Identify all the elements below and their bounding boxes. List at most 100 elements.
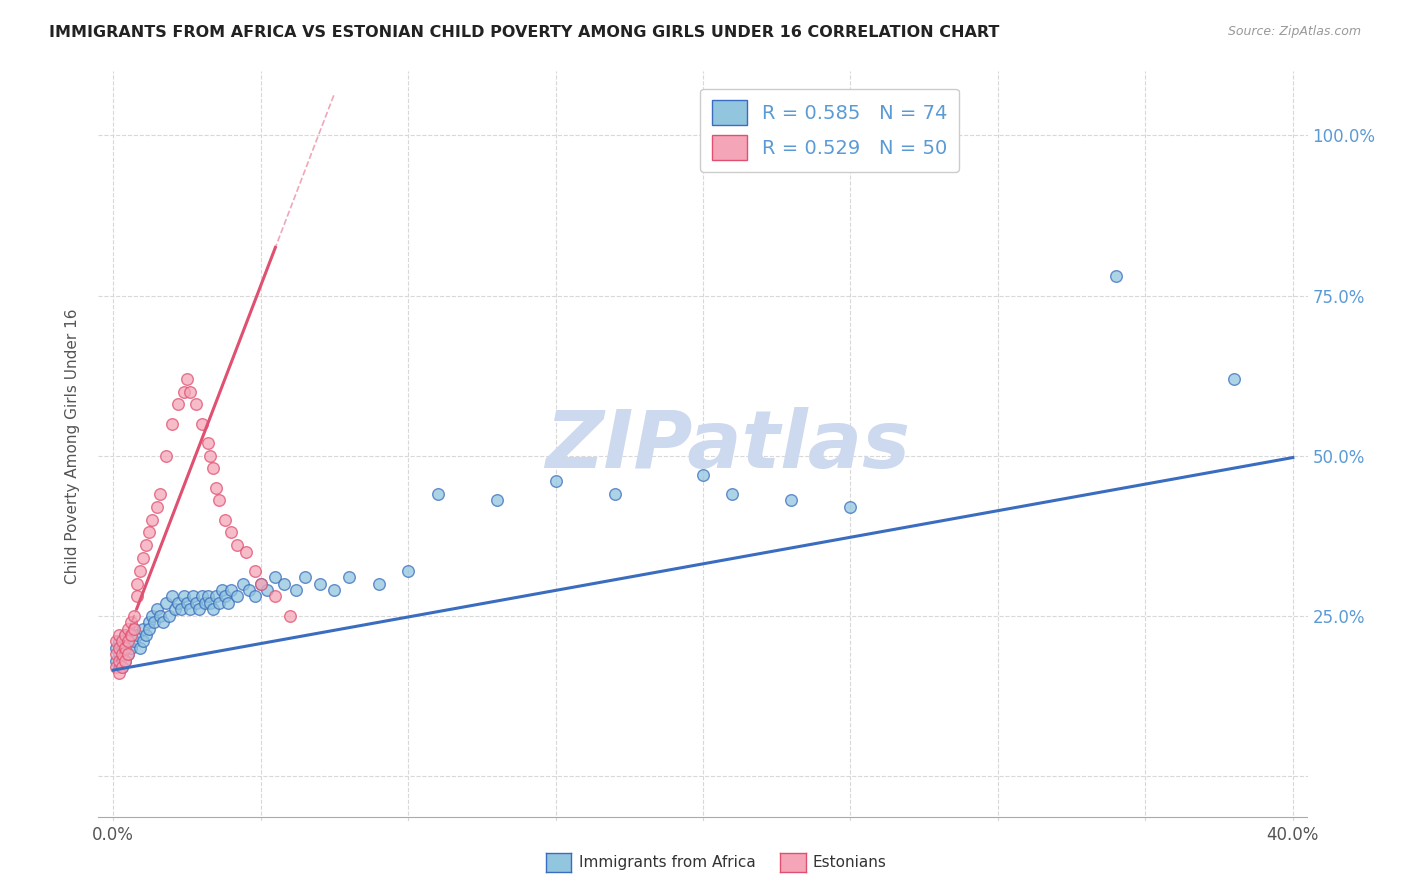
- Point: [108, 634, 131, 648]
- Point: [190, 417, 212, 431]
- Point: [219, 583, 242, 598]
- Point: [219, 525, 242, 540]
- Text: IMMIGRANTS FROM AFRICA VS ESTONIAN CHILD POVERTY AMONG GIRLS UNDER 16 CORRELATIO: IMMIGRANTS FROM AFRICA VS ESTONIAN CHILD…: [49, 25, 1000, 40]
- Point: [120, 615, 142, 629]
- Point: [278, 608, 301, 623]
- Point: [167, 596, 190, 610]
- Point: [114, 640, 136, 655]
- Point: [367, 576, 389, 591]
- Point: [249, 576, 271, 591]
- Point: [141, 513, 163, 527]
- Point: [125, 628, 148, 642]
- Point: [190, 590, 212, 604]
- Point: [184, 397, 207, 411]
- Y-axis label: Child Poverty Among Girls Under 16: Child Poverty Among Girls Under 16: [65, 309, 80, 583]
- Point: [131, 634, 153, 648]
- Point: [111, 634, 134, 648]
- Text: Immigrants from Africa: Immigrants from Africa: [579, 855, 756, 870]
- Point: [200, 449, 222, 463]
- Point: [131, 551, 153, 566]
- Point: [120, 628, 142, 642]
- Point: [165, 602, 187, 616]
- Point: [135, 538, 157, 552]
- Point: [105, 640, 128, 655]
- Point: [200, 596, 222, 610]
- Point: [146, 602, 169, 616]
- Point: [108, 628, 131, 642]
- Point: [122, 622, 145, 636]
- Point: [264, 570, 287, 584]
- Point: [155, 596, 177, 610]
- Point: [105, 654, 128, 668]
- Point: [1223, 372, 1246, 386]
- Point: [114, 654, 136, 668]
- Point: [167, 397, 190, 411]
- Point: [128, 640, 150, 655]
- Point: [138, 525, 160, 540]
- Point: [692, 467, 714, 482]
- Point: [205, 590, 228, 604]
- Point: [235, 544, 257, 558]
- Legend: R = 0.585   N = 74, R = 0.529   N = 50: R = 0.585 N = 74, R = 0.529 N = 50: [700, 88, 959, 171]
- Point: [114, 628, 136, 642]
- Point: [105, 647, 128, 661]
- Point: [114, 654, 136, 668]
- Point: [202, 602, 225, 616]
- Point: [128, 564, 150, 578]
- Point: [226, 538, 249, 552]
- Point: [173, 384, 195, 399]
- Point: [111, 660, 134, 674]
- Point: [396, 564, 419, 578]
- Point: [187, 602, 209, 616]
- Point: [184, 596, 207, 610]
- Point: [544, 474, 567, 488]
- Point: [232, 576, 254, 591]
- Point: [780, 493, 803, 508]
- Point: [211, 583, 233, 598]
- Point: [117, 634, 139, 648]
- Point: [149, 608, 172, 623]
- Point: [146, 500, 169, 514]
- Point: [152, 615, 174, 629]
- Point: [243, 590, 266, 604]
- Point: [226, 590, 249, 604]
- Point: [108, 654, 131, 668]
- Point: [120, 628, 142, 642]
- Point: [117, 634, 139, 648]
- Point: [194, 596, 217, 610]
- Text: Source: ZipAtlas.com: Source: ZipAtlas.com: [1227, 25, 1361, 38]
- Point: [143, 615, 166, 629]
- Point: [308, 576, 330, 591]
- Text: ZIPatlas: ZIPatlas: [544, 407, 910, 485]
- Point: [111, 640, 134, 655]
- Point: [1105, 269, 1128, 284]
- Point: [256, 583, 278, 598]
- Point: [170, 602, 193, 616]
- Point: [176, 372, 198, 386]
- Point: [208, 493, 231, 508]
- Point: [131, 622, 153, 636]
- Point: [120, 640, 142, 655]
- Point: [160, 417, 183, 431]
- Point: [108, 647, 131, 661]
- Point: [721, 487, 744, 501]
- Point: [238, 583, 260, 598]
- Point: [179, 384, 201, 399]
- Point: [149, 487, 172, 501]
- Point: [135, 628, 157, 642]
- Point: [176, 596, 198, 610]
- Point: [839, 500, 862, 514]
- Point: [217, 596, 239, 610]
- Point: [323, 583, 346, 598]
- Point: [114, 628, 136, 642]
- Point: [125, 590, 148, 604]
- Point: [214, 513, 236, 527]
- Point: [141, 608, 163, 623]
- Point: [122, 608, 145, 623]
- Text: Estonians: Estonians: [813, 855, 887, 870]
- Point: [249, 576, 271, 591]
- Point: [197, 435, 219, 450]
- Point: [485, 493, 508, 508]
- Point: [111, 647, 134, 661]
- Point: [105, 634, 128, 648]
